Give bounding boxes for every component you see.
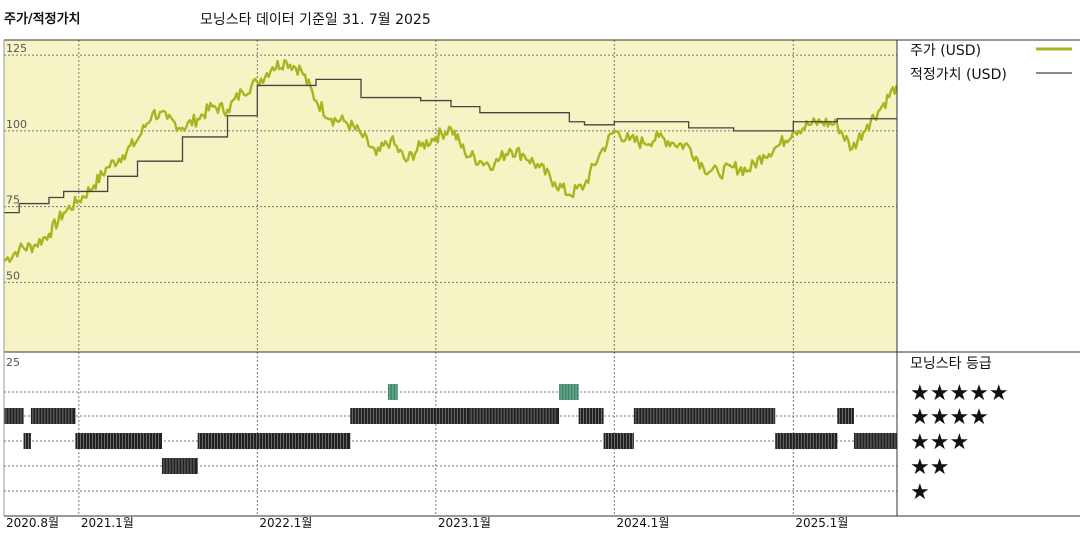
- x-tick-label: 2020.8월: [6, 516, 59, 530]
- rating-legend-stars: ★★★: [910, 430, 969, 455]
- rating-bar: [161, 458, 198, 474]
- price-panel-background: [4, 40, 897, 352]
- chart-lines: [3, 59, 898, 263]
- rating-bar: [837, 408, 854, 424]
- fair-value-line: [4, 78, 897, 214]
- legend-price-label: 주가 (USD): [910, 43, 981, 59]
- rating-y-tick-label: 25: [6, 356, 20, 369]
- rating-legend-stars: ★★★★: [910, 405, 989, 430]
- rating-bar: [853, 433, 897, 449]
- rating-bar: [75, 433, 162, 449]
- x-axis-ticks: 2020.8월 2021.1월 2022.1월 2023.1월 2024.1월 2025.…: [6, 516, 848, 530]
- rating-bar: [633, 408, 776, 424]
- x-tick-label: 2025.1월: [795, 516, 848, 530]
- x-tick-label: 2024.1월: [616, 516, 669, 530]
- legend-fair-value-label: 적정가치 (USD): [910, 67, 1007, 83]
- y-tick-label: 50: [6, 269, 20, 282]
- rating-segment-3-star: [853, 433, 897, 449]
- rating-segment-3-star: [23, 433, 31, 449]
- rating-segment-5-star: [387, 384, 398, 400]
- rating-segment-3-star: [75, 433, 162, 449]
- y-tick-label: 100: [6, 118, 27, 131]
- rating-segment-3-star: [603, 433, 634, 449]
- rating-bar: [4, 408, 24, 424]
- rating-legend-stars: ★: [910, 480, 930, 505]
- rating-segment-4-star: [578, 408, 604, 424]
- rating-segment-2-star: [161, 458, 198, 474]
- rating-segment-3-star: [197, 433, 351, 449]
- x-tick-label: 2022.1월: [259, 516, 312, 530]
- rating-segment-4-star: [4, 408, 24, 424]
- legend: 주가 (USD) 적정가치 (USD): [910, 43, 1072, 83]
- chart-frame: [3, 39, 1080, 517]
- rating-legend-title: 모닝스타 등급: [910, 356, 992, 372]
- y-axis-ticks: 125 100 75 50 25: [6, 42, 27, 369]
- rating-segment-4-star: [30, 408, 76, 424]
- rating-bar: [578, 408, 604, 424]
- rating-legend: 모닝스타 등급★★★★★★★★★★★★★★★: [910, 356, 1009, 505]
- rating-segment-5-star: [559, 384, 579, 400]
- y-tick-label: 125: [6, 42, 27, 55]
- rating-bar: [23, 433, 31, 449]
- rating-bar: [775, 433, 838, 449]
- rating-segment-4-star: [350, 408, 470, 424]
- rating-segment-4-star: [469, 408, 560, 424]
- rating-legend-stars: ★★: [910, 455, 949, 480]
- rating-segment-4-star: [837, 408, 854, 424]
- rating-bar: [469, 408, 560, 424]
- chart-subtitle: 모닝스타 데이터 기준일 31. 7월 2025: [200, 12, 431, 28]
- rating-segment-4-star: [633, 408, 776, 424]
- x-tick-label: 2021.1월: [81, 516, 134, 530]
- rating-bars: [4, 384, 897, 474]
- rating-legend-stars: ★★★★★: [910, 381, 1009, 406]
- rating-bar: [559, 384, 579, 400]
- price-line: [3, 59, 898, 263]
- y-tick-label: 75: [6, 194, 20, 207]
- rating-segment-3-star: [775, 433, 838, 449]
- x-tick-label: 2023.1월: [438, 516, 491, 530]
- chart-title: 주가/적정가치: [4, 12, 81, 27]
